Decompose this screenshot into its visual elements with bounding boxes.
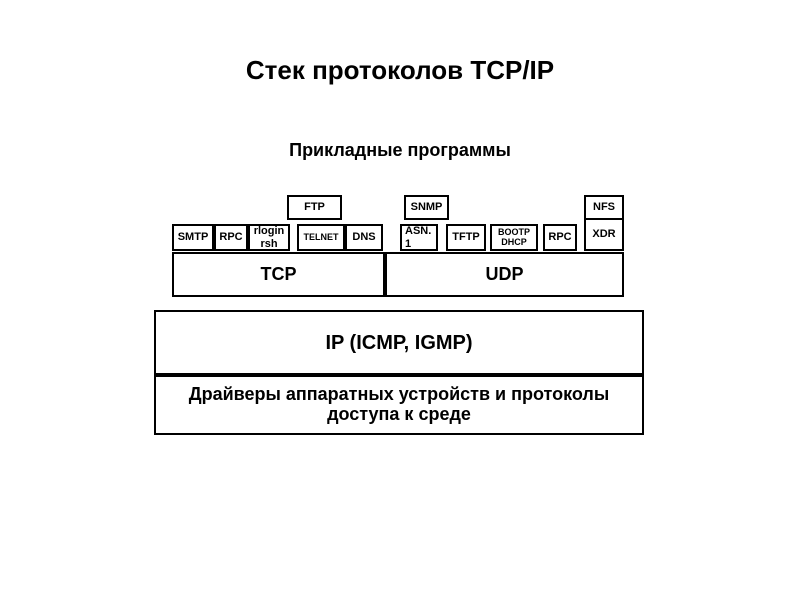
box-ip: IP (ICMP, IGMP) <box>154 310 644 375</box>
box-link-layer: Драйверы аппаратных устройств и протокол… <box>154 375 644 435</box>
box-snmp: SNMP <box>404 195 449 220</box>
box-dns: DNS <box>345 224 383 251</box>
box-udp: UDP <box>385 252 624 297</box>
box-nfs: NFS <box>584 195 624 220</box>
box-bootp-dhcp: BOOTP DHCP <box>490 224 538 251</box>
box-xdr: XDR <box>584 218 624 251</box>
box-rlogin-rsh: rlogin rsh <box>248 224 290 251</box>
diagram-subtitle: Прикладные программы <box>0 140 800 161</box>
box-tftp: TFTP <box>446 224 486 251</box>
box-ftp: FTP <box>287 195 342 220</box>
diagram-title: Стек протоколов TCP/IP <box>0 55 800 86</box>
box-smtp: SMTP <box>172 224 214 251</box>
box-tcp: TCP <box>172 252 385 297</box>
box-asn1: ASN. 1 <box>400 224 438 251</box>
box-rpc-right: RPC <box>543 224 577 251</box>
box-rpc-left: RPC <box>214 224 248 251</box>
box-telnet: TELNET <box>297 224 345 251</box>
